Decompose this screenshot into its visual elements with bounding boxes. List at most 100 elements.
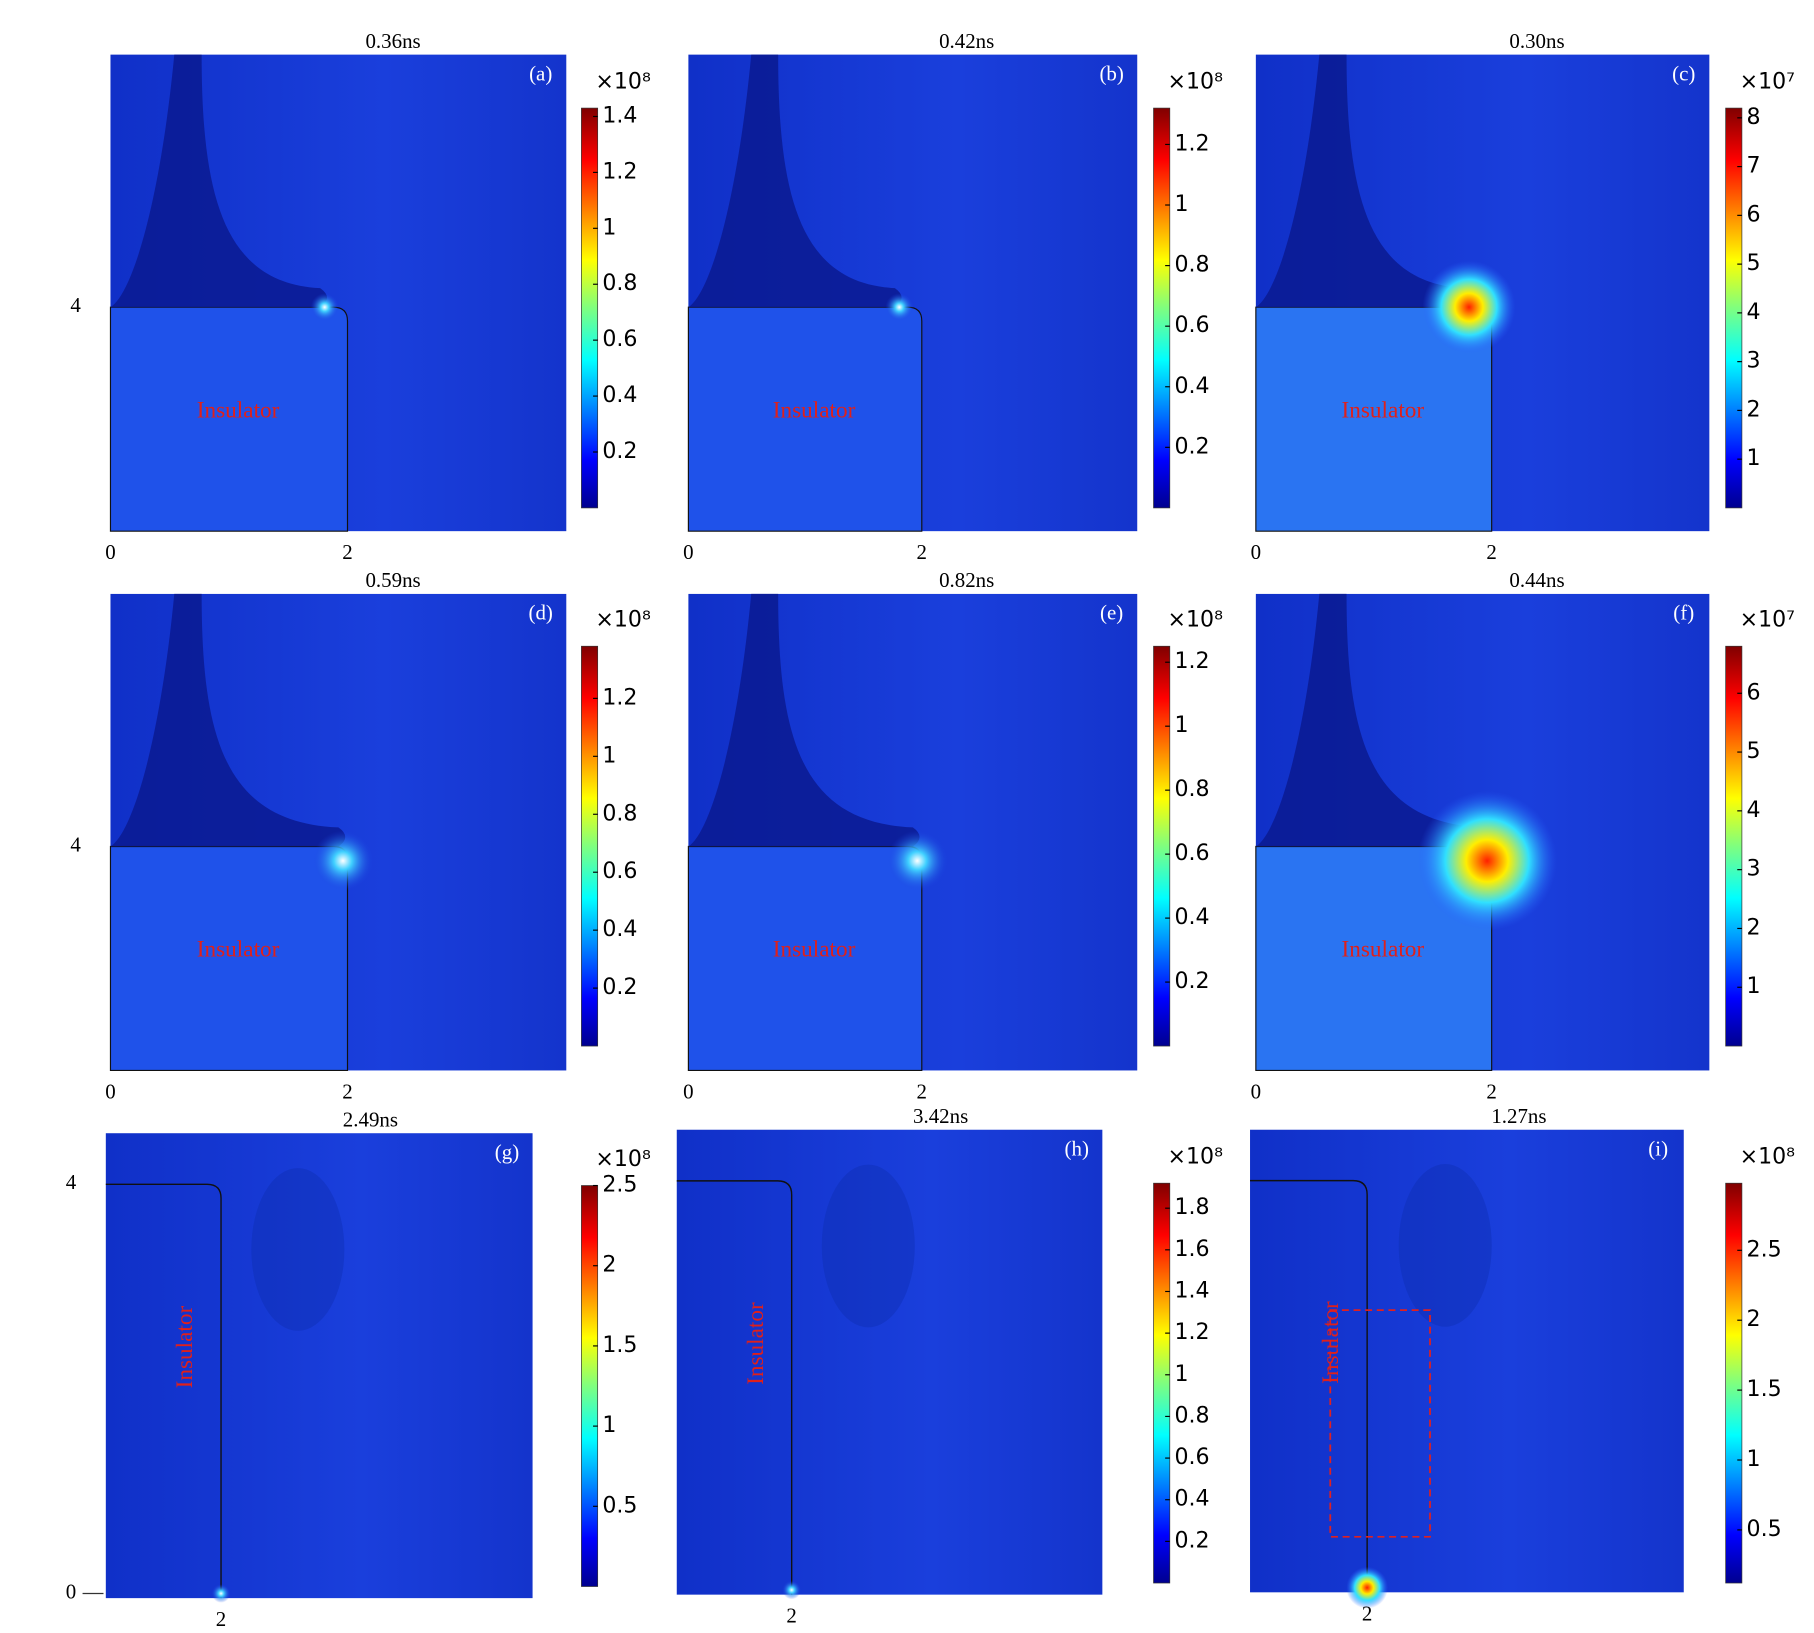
- colorbar-tick-label: 0.8: [1174, 777, 1209, 802]
- colorbar-tick-label: 0.4: [602, 917, 637, 942]
- insulator-label: Insulator: [1341, 937, 1424, 963]
- colorbar-multiplier: ×10⁷: [1740, 70, 1795, 95]
- colorbar-tick-label: 1: [1174, 192, 1188, 217]
- colorbar-tick-label: 6: [1747, 202, 1761, 227]
- x-tick-label: 2: [1486, 1080, 1496, 1104]
- colorbar-tick-label: 0.6: [1174, 841, 1209, 866]
- x-tick-label: 0: [1251, 540, 1261, 564]
- panel-label: (d): [529, 601, 553, 625]
- colorbar-multiplier: ×10⁸: [1167, 608, 1223, 633]
- colorbar-tick-label: 6: [1747, 680, 1761, 705]
- colorbar: [1725, 107, 1743, 509]
- panel-time: 3.42ns: [913, 1104, 968, 1128]
- colorbar: [581, 645, 599, 1047]
- colorbar: [581, 107, 599, 509]
- y-tick-label: 4: [66, 1170, 77, 1194]
- insulator-label: Insulator: [743, 1302, 769, 1385]
- colorbar-multiplier: ×10⁸: [1167, 1145, 1223, 1170]
- x-tick-label: 0: [105, 540, 115, 564]
- colorbar: [1725, 1182, 1743, 1584]
- colorbar-tick-label: 1.2: [602, 685, 637, 710]
- colorbar-tick-label: 0.6: [1174, 313, 1209, 338]
- hot-spot: [310, 293, 339, 322]
- streamer: [1255, 54, 1472, 308]
- hot-spot: [1422, 260, 1516, 354]
- colorbar-tick-label: 1: [1174, 713, 1188, 738]
- colorbar-tick-label: 0.2: [602, 975, 637, 1000]
- panel-time: 0.36ns: [365, 29, 420, 53]
- colorbar-tick-label: 1: [602, 743, 616, 768]
- colorbar-tick-label: 1.5: [1747, 1377, 1782, 1402]
- colorbar-tick-label: 8: [1747, 105, 1761, 130]
- colorbar-multiplier: ×10⁸: [1167, 70, 1223, 95]
- hot-spot: [782, 1580, 801, 1600]
- colorbar-tick-label: 1.8: [1174, 1195, 1209, 1220]
- panel-label: (h): [1065, 1136, 1089, 1160]
- panel-time: 0.42ns: [939, 29, 994, 53]
- colorbar-tick-label: 0.8: [1174, 253, 1209, 278]
- plot-area: [1250, 1129, 1684, 1593]
- colorbar-tick-label: 0.2: [602, 439, 637, 464]
- colorbar-tick-label: 0.4: [602, 383, 637, 408]
- plot-area: [676, 1129, 1103, 1595]
- colorbar-multiplier: ×10⁷: [1740, 608, 1795, 633]
- colorbar-tick-label: 1.6: [1174, 1237, 1209, 1262]
- insulator-label: Insulator: [197, 937, 280, 963]
- insulator-label: Insulator: [773, 397, 856, 423]
- panel-time: 1.27ns: [1491, 1104, 1546, 1128]
- colorbar-tick-label: 3: [1747, 349, 1761, 374]
- panel-label: (a): [529, 61, 552, 85]
- colorbar-tick-label: 1.5: [602, 1333, 637, 1358]
- colorbar-tick-label: 0.8: [602, 271, 637, 296]
- colorbar-tick-label: 0.4: [1174, 374, 1209, 399]
- colorbar-tick-label: 1: [602, 215, 616, 240]
- panel-label: (f): [1673, 601, 1694, 625]
- panel-label: (b): [1099, 61, 1123, 85]
- colorbar: [1153, 645, 1171, 1047]
- colorbar: [1153, 1182, 1171, 1584]
- y-tick-label: 0: [66, 1579, 76, 1603]
- colorbar-tick-label: 2.5: [602, 1173, 637, 1198]
- colorbar-tick-label: 1.4: [602, 103, 637, 128]
- colorbar-multiplier: ×10⁸: [595, 608, 651, 633]
- x-tick-label: 2: [216, 1607, 226, 1631]
- x-tick-label: 2: [917, 540, 927, 564]
- hot-spot: [312, 830, 374, 892]
- panel-label: (g): [495, 1140, 519, 1164]
- streamer: [110, 54, 327, 308]
- colorbar-tick-label: 0.6: [602, 327, 637, 352]
- panel-time: 0.82ns: [939, 568, 994, 592]
- streamer: [1255, 593, 1490, 847]
- streamer: [688, 54, 902, 308]
- colorbar-tick-label: 0.5: [602, 1493, 637, 1518]
- colorbar-tick-label: 0.8: [1174, 1403, 1209, 1428]
- x-tick-label: 0: [683, 1080, 693, 1104]
- colorbar-tick-label: 1: [1747, 974, 1761, 999]
- colorbar-tick-label: 2: [602, 1253, 616, 1278]
- insulator-label: Insulator: [773, 937, 856, 963]
- colorbar-multiplier: ×10⁸: [1740, 1145, 1796, 1170]
- insulator-label: Insulator: [172, 1306, 198, 1389]
- colorbar-tick-label: 0.6: [602, 859, 637, 884]
- panel-time: 0.59ns: [365, 568, 420, 592]
- colorbar-tick-label: 0.2: [1174, 434, 1209, 459]
- hot-spot: [885, 293, 914, 322]
- colorbar-tick-label: 1.4: [1174, 1278, 1209, 1303]
- colorbar-tick-label: 2: [1747, 1307, 1761, 1332]
- insulator-boundary: [676, 1180, 793, 1595]
- plot-area: [105, 1133, 533, 1599]
- colorbar-tick-label: 0.8: [602, 801, 637, 826]
- shadow: [821, 1164, 915, 1328]
- colorbar-tick-label: 1: [1747, 1447, 1761, 1472]
- hot-spot: [1417, 791, 1557, 931]
- colorbar-tick-label: 0.2: [1174, 1528, 1209, 1553]
- hot-spot: [887, 830, 948, 892]
- insulator-boundary: [105, 1183, 222, 1599]
- hot-spot: [1346, 1566, 1389, 1609]
- insulator-boundary: [1250, 1179, 1368, 1593]
- colorbar-tick-label: 4: [1747, 798, 1761, 823]
- colorbar-tick-label: 4: [1747, 300, 1761, 325]
- x-tick-label: 2: [342, 1080, 352, 1104]
- colorbar: [1725, 645, 1743, 1047]
- x-tick-label: 0: [105, 1080, 115, 1104]
